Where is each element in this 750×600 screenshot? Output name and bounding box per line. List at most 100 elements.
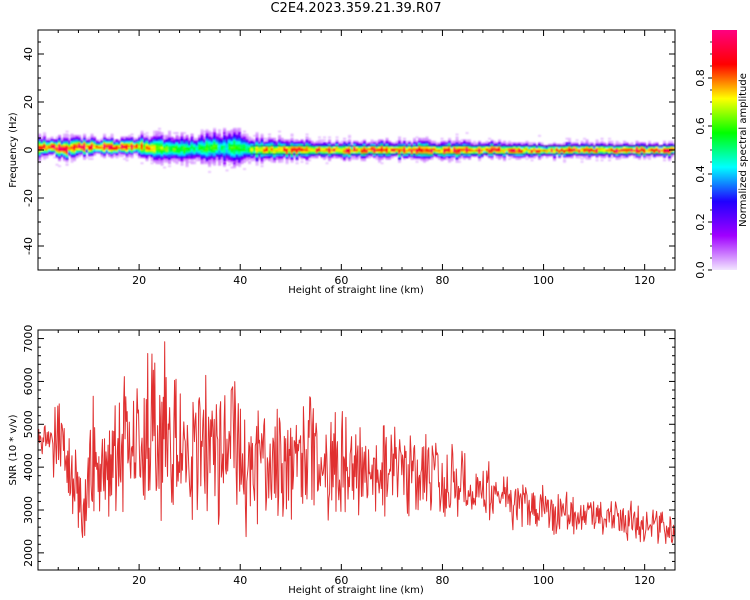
heatmap-cell: [415, 149, 419, 152]
heatmap-cell: [240, 153, 244, 156]
heatmap-cell: [545, 155, 549, 158]
heatmap-cell: [255, 143, 259, 146]
heatmap-cell: [383, 146, 387, 149]
heatmap-cell: [55, 140, 59, 143]
heatmap-cell: [595, 150, 599, 153]
heatmap-cell: [118, 150, 122, 153]
heatmap-cell: [400, 149, 404, 152]
heatmap-cell: [308, 159, 312, 162]
heatmap-cell: [538, 152, 542, 155]
heatmap-cell: [185, 137, 189, 140]
heatmap-cell: [478, 153, 482, 156]
heatmap-cell: [243, 137, 247, 140]
heatmap-cell: [300, 150, 304, 153]
heatmap-cell: [575, 149, 579, 152]
heatmap-cell: [455, 156, 459, 159]
heatmap-cell: [635, 149, 639, 152]
heatmap-cell: [65, 140, 69, 143]
heatmap-cell: [450, 152, 454, 155]
heatmap-cell: [210, 160, 214, 163]
heatmap-cell: [563, 155, 567, 158]
heatmap-cell: [658, 146, 662, 149]
heatmap-cell: [60, 139, 64, 142]
heatmap-cell: [220, 159, 224, 162]
heatmap-cell: [268, 157, 272, 160]
heatmap-cell: [365, 142, 369, 145]
heatmap-cell: [315, 156, 319, 159]
heatmap-cell: [83, 140, 87, 143]
heatmap-cell: [595, 153, 599, 156]
heatmap-cell: [398, 152, 402, 155]
heatmap-cell: [83, 134, 87, 137]
heatmap-cell: [95, 143, 99, 146]
heatmap-cell: [230, 153, 234, 156]
heatmap-cell: [238, 136, 242, 139]
heatmap-cell: [513, 153, 517, 156]
heatmap-cell: [333, 152, 337, 155]
heatmap-cell: [128, 146, 132, 149]
heatmap-cell: [53, 142, 57, 145]
heatmap-cell: [260, 165, 264, 168]
heatmap-cell: [180, 159, 184, 162]
heatmap-cell: [63, 146, 67, 149]
heatmap-cell: [205, 129, 209, 132]
heatmap-cell: [63, 153, 67, 156]
heatmap-cell: [280, 160, 284, 163]
heatmap-cell: [280, 149, 284, 152]
heatmap-cell: [165, 152, 169, 155]
heatmap-cell: [265, 157, 269, 160]
heatmap-cell: [443, 143, 447, 146]
heatmap-cell: [168, 153, 172, 156]
heatmap-cell: [585, 143, 589, 146]
heatmap-cell: [258, 153, 262, 156]
heatmap-cell: [143, 155, 147, 158]
heatmap-cell: [60, 153, 64, 156]
heatmap-cell: [653, 146, 657, 149]
heatmap-cell: [233, 129, 237, 132]
heatmap-cell: [90, 144, 94, 147]
heatmap-cell: [443, 156, 447, 159]
heatmap-cell: [235, 136, 239, 139]
heatmap-cell: [583, 147, 587, 150]
heatmap-cell: [78, 136, 82, 139]
heatmap-cell: [208, 149, 212, 152]
heatmap-cell: [113, 142, 117, 145]
heatmap-cell: [160, 146, 164, 149]
heatmap-cell: [108, 140, 112, 143]
heatmap-cell: [108, 143, 112, 146]
heatmap-cell: [183, 132, 187, 135]
x-tick-label: 120: [634, 574, 655, 587]
heatmap-cell: [608, 155, 612, 158]
heatmap-cell: [650, 155, 654, 158]
heatmap-cell: [160, 150, 164, 153]
heatmap-cell: [370, 155, 374, 158]
heatmap-cell: [103, 134, 107, 137]
heatmap-cell: [433, 140, 437, 143]
heatmap-cell: [475, 155, 479, 158]
heatmap-cell: [270, 157, 274, 160]
heatmap-cell: [590, 150, 594, 153]
heatmap-cell: [170, 137, 174, 140]
heatmap-cell: [553, 142, 557, 145]
heatmap-cell: [653, 147, 657, 150]
heatmap-cell: [400, 147, 404, 150]
heatmap-cell: [568, 137, 572, 140]
heatmap-cell: [525, 152, 529, 155]
heatmap-cell: [85, 156, 89, 159]
heatmap-cell: [428, 146, 432, 149]
heatmap-cell: [120, 155, 124, 158]
heatmap-cell: [323, 146, 327, 149]
heatmap-cell: [540, 147, 544, 150]
heatmap-cell: [215, 139, 219, 142]
heatmap-cell: [533, 150, 537, 153]
heatmap-cell: [213, 137, 217, 140]
heatmap-cell: [335, 147, 339, 150]
heatmap-cell: [145, 149, 149, 152]
heatmap-cell: [373, 143, 377, 146]
heatmap-cell: [248, 149, 252, 152]
heatmap-cell: [430, 155, 434, 158]
heatmap-cell: [200, 142, 204, 145]
heatmap-cell: [463, 146, 467, 149]
heatmap-cell: [303, 155, 307, 158]
heatmap-cell: [443, 150, 447, 153]
